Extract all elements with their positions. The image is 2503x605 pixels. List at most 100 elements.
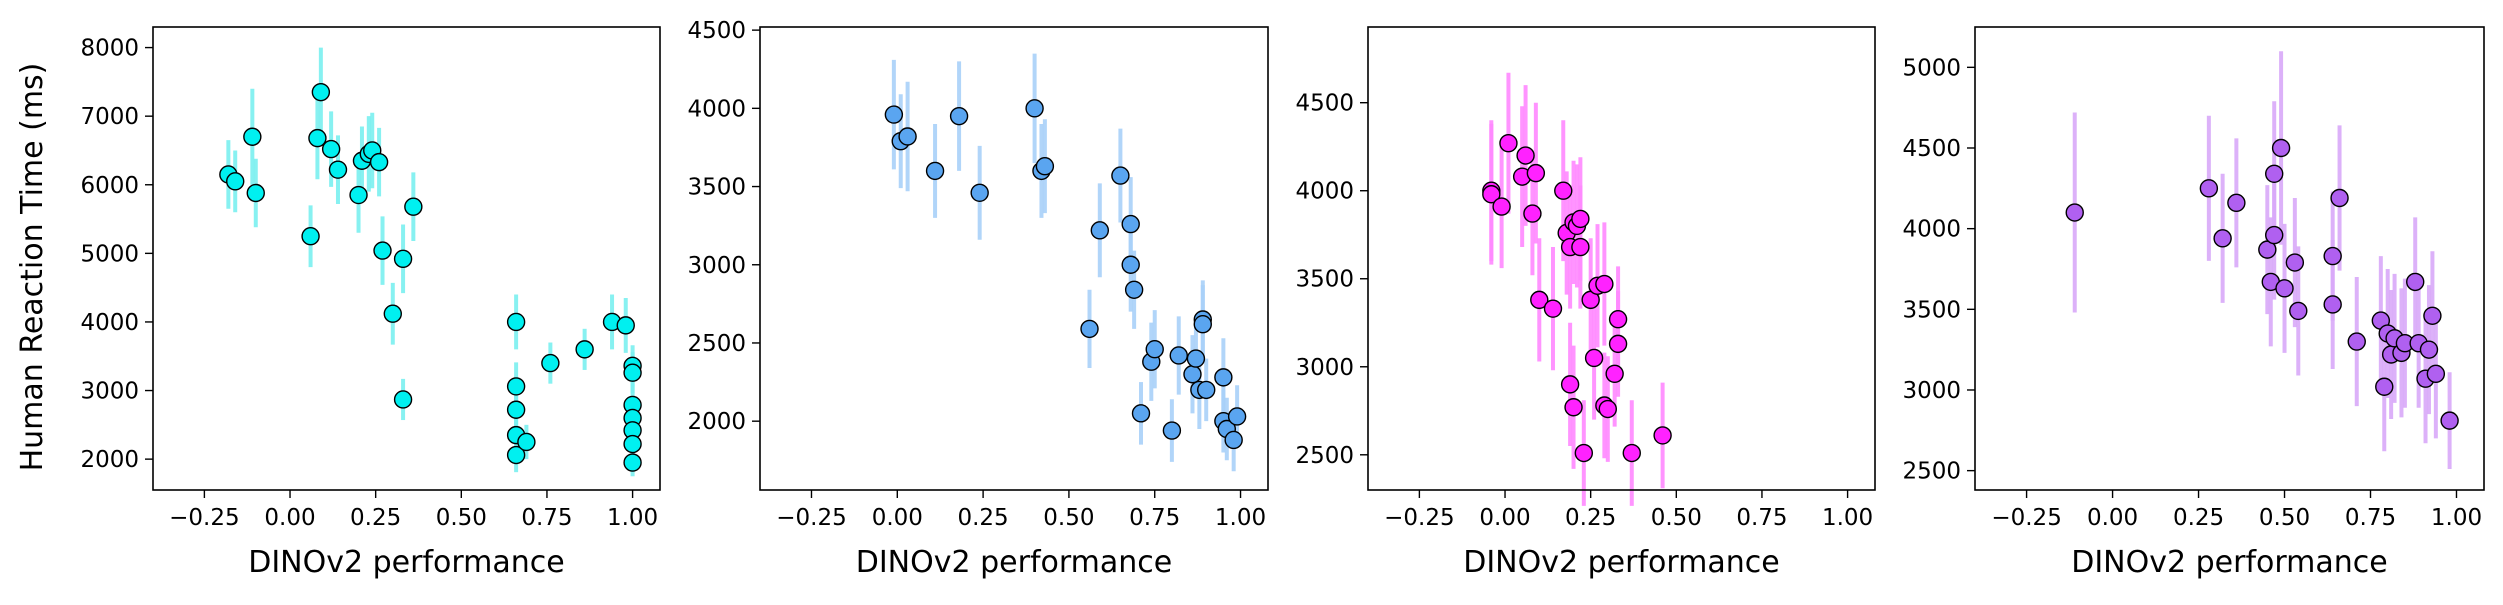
data-point (506, 400, 526, 419)
data-point (884, 105, 904, 124)
data-point (1492, 197, 1511, 216)
data-point (1571, 237, 1590, 257)
data-series (219, 47, 642, 477)
x-axis-label: DINOv2 performance (856, 545, 1173, 580)
y-tick-label: 4500 (687, 18, 746, 44)
data-point (1214, 368, 1233, 387)
x-tick-label: 0.25 (1565, 505, 1616, 531)
x-axis-label: DINOv2 performance (248, 545, 565, 580)
data-point (1145, 340, 1164, 359)
data-point (2265, 164, 2284, 184)
data-point (393, 249, 413, 269)
x-tick-label: −0.25 (1991, 505, 2061, 531)
data-point (1595, 274, 1614, 294)
y-tick-label: 6000 (80, 173, 139, 199)
x-tick-label: 0.50 (2259, 505, 2310, 531)
y-tick-label: 8000 (80, 36, 139, 62)
data-point (321, 139, 341, 159)
data-point (925, 161, 945, 181)
plot-frame (1367, 26, 1876, 491)
y-tick-label: 4000 (687, 96, 746, 122)
data-point (1554, 181, 1573, 200)
x-tick-label: 0.75 (1129, 505, 1180, 531)
x-axis-label: DINOv2 performance (1463, 545, 1780, 580)
data-point (1571, 209, 1590, 229)
data-point (373, 241, 392, 260)
data-point (2323, 246, 2342, 266)
chart-panel-3: −0.25 0.00 0.25 0.50 0.75 1.00 2500 3000 3500 400… (1295, 26, 1876, 580)
data-point (311, 82, 331, 102)
x-tick-label: 0.50 (1043, 505, 1094, 531)
plot-frame (152, 26, 661, 491)
data-point (404, 197, 423, 216)
data-point (623, 363, 642, 382)
data-point (369, 152, 389, 172)
y-tick-label: 2500 (1295, 443, 1354, 469)
data-point (2406, 272, 2425, 292)
data-point (1124, 280, 1144, 299)
data-point (1197, 380, 1216, 400)
data-point (2323, 295, 2342, 314)
data-point (308, 128, 327, 148)
y-tick-label: 4000 (1295, 179, 1354, 205)
data-point (2285, 253, 2305, 272)
data-point (1560, 375, 1580, 394)
data-point (349, 185, 368, 205)
data-point (1183, 365, 1202, 384)
data-point (1523, 204, 1542, 223)
x-tick-label: 0.25 (2173, 505, 2224, 531)
x-tick-label: 0.75 (521, 505, 572, 531)
data-point (1653, 426, 1672, 445)
data-point (1499, 133, 1518, 153)
y-tick-label: 3000 (80, 379, 139, 405)
y-axis-label: Human Reaction Time (ms) (15, 63, 50, 472)
y-tick-label: 2500 (687, 331, 746, 357)
y-tick-label: 3500 (687, 175, 746, 201)
data-point (506, 312, 526, 332)
data-point (1131, 404, 1151, 423)
data-point (328, 160, 348, 179)
data-point (1605, 364, 1624, 384)
data-point (1224, 430, 1243, 450)
data-point (2265, 225, 2284, 245)
data-point (2426, 364, 2446, 384)
data-point (1025, 99, 1044, 118)
data-point (2213, 229, 2232, 248)
x-tick-label: 0.75 (1736, 505, 1787, 531)
data-point (1121, 214, 1140, 234)
data-point (1526, 163, 1546, 183)
data-point (2423, 306, 2442, 325)
x-tick-label: 0.25 (957, 505, 1008, 531)
data-series (884, 53, 1247, 472)
data-point (1598, 399, 1617, 419)
data-point (1080, 319, 1099, 339)
x-tick-label: 1.00 (1822, 505, 1873, 531)
data-point (1622, 443, 1641, 463)
data-point (898, 127, 917, 146)
data-point (1090, 221, 1110, 240)
y-tick-label: 3000 (687, 253, 746, 279)
data-point (1516, 146, 1535, 165)
data-series (2065, 51, 2459, 470)
data-point (1035, 157, 1055, 176)
x-tick-label: 1.00 (2431, 505, 2482, 531)
x-tick-label: −0.25 (169, 505, 239, 531)
x-tick-label: 0.00 (264, 505, 315, 531)
chart-panel-4: −0.25 0.00 0.25 0.50 0.75 1.00 2500 3000 3500 400… (1902, 26, 2485, 580)
data-point (1111, 166, 1130, 185)
y-tick-label: 3000 (1295, 355, 1354, 381)
y-tick-label: 4000 (1902, 217, 1961, 243)
data-point (301, 227, 320, 246)
data-point (1574, 443, 1594, 463)
x-tick-label: 1.00 (1215, 505, 1266, 531)
data-point (1608, 334, 1628, 354)
data-point (2227, 193, 2246, 213)
data-point (949, 106, 969, 126)
data-point (246, 183, 265, 203)
data-point (226, 172, 245, 191)
data-point (1530, 290, 1549, 310)
data-point (2289, 301, 2308, 321)
x-tick-label: 1.00 (607, 505, 658, 531)
